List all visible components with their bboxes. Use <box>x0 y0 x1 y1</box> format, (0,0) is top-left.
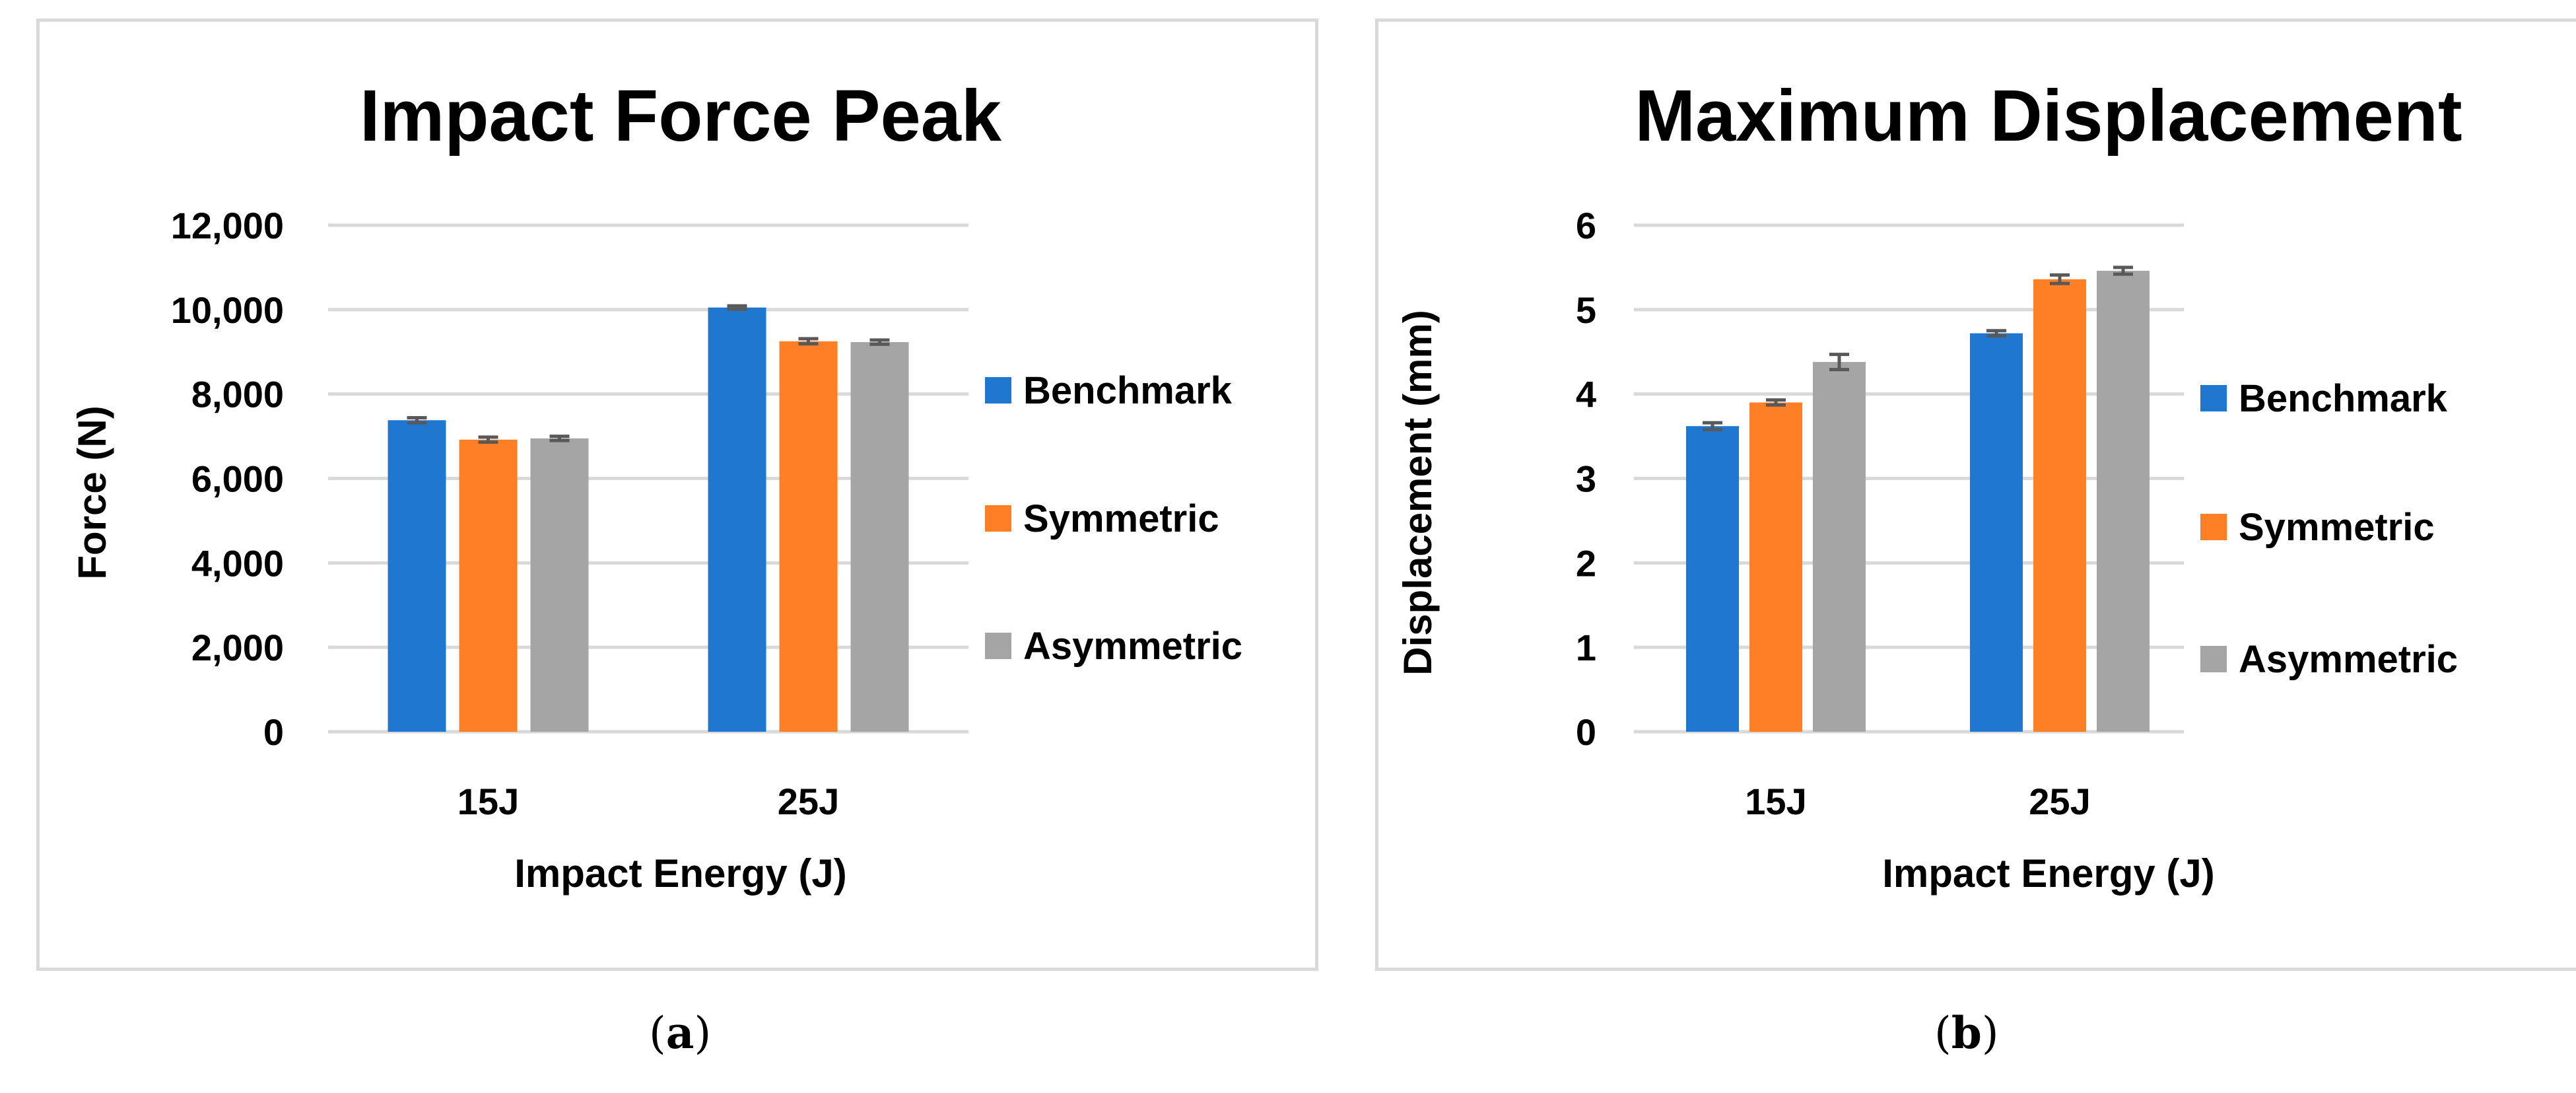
bar-symmetric <box>459 439 518 732</box>
x-tick-label: 15J <box>458 781 519 822</box>
caption-b-label: b <box>1951 1007 1982 1059</box>
legend-label: Asymmetric <box>1023 625 1242 668</box>
x-tick-label: 15J <box>1745 781 1806 822</box>
caption-b: (b) <box>1934 1007 1999 1059</box>
y-axis-title: Force (N) <box>70 405 114 579</box>
bar-benchmark <box>708 307 766 732</box>
bar-symmetric <box>2033 279 2086 732</box>
chart-title: Impact Force Peak <box>360 75 1002 157</box>
bar-asymmetric <box>2097 271 2150 732</box>
chart-panel-b: Maximum Displacement Impact Energy (J) D… <box>1375 18 2576 971</box>
chart-b-svg: Maximum Displacement Impact Energy (J) D… <box>1396 75 2462 896</box>
y-tick-label: 1 <box>1576 627 1596 668</box>
caption-a: (a) <box>649 1007 712 1059</box>
y-tick-label: 2 <box>1576 542 1596 584</box>
bar-asymmetric <box>530 438 589 732</box>
legend-label: Asymmetric <box>2239 638 2458 681</box>
chart-a-svg: Impact Force Peak Impact Energy (J) Forc… <box>70 75 1242 896</box>
y-tick-label: 8,000 <box>191 374 284 415</box>
y-tick-label: 0 <box>1576 711 1596 753</box>
chart-title: Maximum Displacement <box>1635 75 2462 157</box>
bar-benchmark <box>388 420 446 732</box>
y-tick-label: 4,000 <box>191 542 284 584</box>
chart-panel-a: Impact Force Peak Impact Energy (J) Forc… <box>36 18 1318 971</box>
y-tick-label: 6,000 <box>191 458 284 500</box>
legend-swatch <box>985 505 1011 532</box>
y-tick-label: 0 <box>263 711 284 753</box>
y-tick-label: 5 <box>1576 289 1596 331</box>
legend-swatch <box>2200 646 2227 672</box>
legend-swatch <box>2200 385 2227 411</box>
x-tick-label: 25J <box>2029 781 2090 822</box>
x-axis-title: Impact Energy (J) <box>514 851 846 896</box>
y-tick-label: 10,000 <box>171 289 284 331</box>
legend-label: Benchmark <box>2239 377 2448 420</box>
x-axis-title: Impact Energy (J) <box>1882 851 2214 896</box>
bar-symmetric <box>1749 402 1802 732</box>
legend-swatch <box>2200 514 2227 540</box>
y-tick-label: 6 <box>1576 205 1596 246</box>
bar-asymmetric <box>1813 362 1866 732</box>
legend-swatch <box>985 377 1011 404</box>
y-axis-title: Displacement (mm) <box>1396 310 1440 675</box>
legend-swatch <box>985 633 1011 659</box>
legend-label: Symmetric <box>1023 497 1219 540</box>
y-tick-label: 2,000 <box>191 627 284 668</box>
x-tick-label: 25J <box>778 781 839 822</box>
legend-label: Benchmark <box>1023 369 1233 412</box>
bar-asymmetric <box>850 342 909 732</box>
y-tick-label: 12,000 <box>171 205 284 246</box>
y-tick-label: 4 <box>1576 374 1596 415</box>
bar-symmetric <box>779 341 838 732</box>
caption-a-label: a <box>665 1007 695 1059</box>
bar-benchmark <box>1970 333 2023 732</box>
y-tick-label: 3 <box>1576 458 1596 500</box>
bar-benchmark <box>1686 426 1739 732</box>
legend-label: Symmetric <box>2239 506 2435 549</box>
